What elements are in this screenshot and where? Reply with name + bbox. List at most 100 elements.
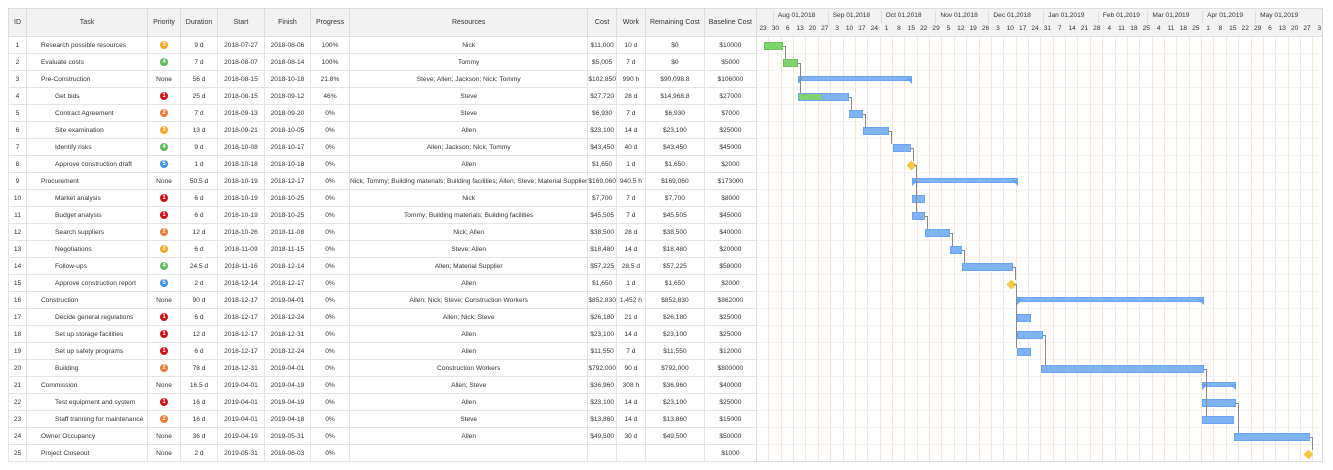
cell-start: 2018-10-26: [217, 223, 265, 241]
cell-duration: 13 d: [180, 121, 218, 139]
cell-cost: $23,100: [587, 325, 617, 343]
task-bar[interactable]: [924, 228, 950, 237]
column-header[interactable]: Remaining Cost: [644, 8, 705, 37]
task-bar[interactable]: [912, 194, 925, 203]
week-gridline: [1238, 37, 1240, 461]
table-row[interactable]: 21 Commission None 16.5 d 2019-04-01 2019-04-…: [8, 376, 757, 394]
task-bar[interactable]: [862, 126, 890, 135]
week-gridline: [1250, 37, 1252, 461]
cell-remaining: $169,060: [644, 172, 705, 190]
column-header[interactable]: ID: [8, 8, 27, 37]
grid-header: ID Task Priority Duration Start Finish Progres…: [8, 8, 757, 37]
summary-bar[interactable]: [797, 75, 913, 84]
cell-duration: 1 d: [180, 155, 218, 173]
priority-icon: 1: [160, 313, 168, 321]
priority-icon: 5: [160, 160, 168, 168]
task-bar[interactable]: [1202, 415, 1234, 424]
table-row[interactable]: 12 Search suppliers 2 12 d 2018-10-26 2018-11…: [8, 223, 757, 241]
task-bar[interactable]: [1016, 347, 1031, 356]
table-row[interactable]: 13 Negotiations 3 6 d 2018-11-09 2018-11-15 0%…: [8, 240, 757, 258]
table-row[interactable]: 20 Building 2 78 d 2018-12-31 2019-04-01 0% Con…: [8, 359, 757, 377]
table-row[interactable]: 22 Test equipment and system 1 16 d 2019-04-…: [8, 393, 757, 411]
task-bar[interactable]: [1016, 313, 1031, 322]
cell-name: Owner Occupancy: [26, 427, 148, 445]
table-row[interactable]: 9 Procurement None 50.5 d 2018-10-19 2018-12-…: [8, 172, 757, 190]
summary-bar[interactable]: [912, 177, 1019, 186]
table-row[interactable]: 11 Budget analysis 1 6 d 2018-10-19 2018-10-2…: [8, 206, 757, 224]
table-row[interactable]: 15 Approve construction report 5 2 d 2018-12…: [8, 274, 757, 292]
table-row[interactable]: 6 Site examination 3 13 d 2018-09-21 2018-10-…: [8, 121, 757, 139]
week-label: 7: [1057, 25, 1062, 32]
table-row[interactable]: 4 Get bids 1 25 d 2018-08-15 2018-09-12 46% Ste…: [8, 87, 757, 105]
cell-progress: 0%: [310, 444, 350, 462]
week-label: 23: [759, 25, 767, 32]
task-bar[interactable]: [912, 211, 925, 220]
task-bar[interactable]: [797, 92, 849, 101]
table-row[interactable]: 5 Contract Agreement 2 7 d 2018-09-13 2018-09…: [8, 104, 757, 122]
table-row[interactable]: 18 Set up storage facilities 1 12 d 2018-12-…: [8, 325, 757, 343]
table-row[interactable]: 19 Set up safety programs 1 6 d 2018-12-17 20…: [8, 342, 757, 360]
cell-remaining: $43,450: [644, 138, 705, 156]
table-row[interactable]: 24 Owner Occupancy None 36 d 2019-04-19 2019-…: [8, 427, 757, 445]
table-row[interactable]: 10 Market analysis 1 6 d 2018-10-19 2018-10-2…: [8, 189, 757, 207]
priority-icon: 2: [160, 109, 168, 117]
task-bar[interactable]: [1233, 432, 1310, 441]
column-header[interactable]: Baseline Cost: [703, 8, 757, 37]
cell-duration: 90 d: [180, 291, 218, 309]
cell-remaining: $14,968.8: [644, 87, 705, 105]
column-header[interactable]: Progress: [310, 8, 350, 37]
table-row[interactable]: 14 Follow-ups 4 24.5 d 2018-11-16 2018-12-14 0…: [8, 257, 757, 275]
table-row[interactable]: 3 Pre-Construction None 56 d 2018-08-15 2018-…: [8, 70, 757, 88]
table-row[interactable]: 23 Staff tranning for maintenance 2 16 d 201…: [8, 410, 757, 428]
cell-work: 28 d: [615, 223, 646, 241]
cell-start: 2018-09-21: [217, 121, 265, 139]
summary-bar[interactable]: [1016, 296, 1205, 305]
task-bar[interactable]: [848, 109, 863, 118]
week-label: 6: [1268, 25, 1272, 32]
week-label: 14: [1068, 25, 1076, 32]
cell-id: 11: [8, 206, 27, 224]
column-header[interactable]: Cost: [587, 8, 617, 37]
week-label: 25: [1192, 25, 1200, 32]
column-header[interactable]: Start: [217, 8, 265, 37]
task-bar[interactable]: [1202, 398, 1236, 407]
summary-bar[interactable]: [1202, 381, 1236, 390]
table-row[interactable]: 17 Decide general regulations 1 6 d 2018-12-…: [8, 308, 757, 326]
priority-icon: 1: [160, 92, 168, 100]
cell-progress: 0%: [310, 325, 350, 343]
table-row[interactable]: 16 Construction None 90 d 2018-12-17 2019-04-…: [8, 291, 757, 309]
week-label: 11: [1167, 25, 1175, 32]
cell-start: 2018-08-15: [217, 87, 265, 105]
task-bar[interactable]: [949, 245, 962, 254]
task-bar[interactable]: [961, 262, 1014, 271]
task-bar[interactable]: [783, 58, 798, 67]
cell-finish: 2018-11-15: [264, 240, 311, 258]
column-header[interactable]: Task: [26, 8, 148, 37]
cell-resources: Allen; Nick; Steve: [348, 308, 589, 326]
cell-work: 10 d: [615, 36, 646, 54]
task-bar[interactable]: [1016, 330, 1044, 339]
priority-icon: 1: [160, 347, 168, 355]
dependency-arrow: [862, 113, 866, 127]
table-row[interactable]: 1 Research possible resources 3 9 d 2018-07-…: [8, 36, 757, 54]
table-row[interactable]: 25 Project Closeout None 2 d 2019-05-31 2019-…: [8, 444, 757, 462]
task-bar[interactable]: [1041, 364, 1204, 373]
week-gridline: [929, 37, 931, 461]
column-header[interactable]: Resources: [348, 8, 589, 37]
week-gridline: [1188, 37, 1190, 461]
table-row[interactable]: 7 Identify risks 4 9 d 2018-10-08 2018-10-17 0…: [8, 138, 757, 156]
cell-id: 14: [8, 257, 27, 275]
task-bar[interactable]: [764, 41, 784, 50]
month-label: Sep 01,2018: [827, 11, 870, 23]
column-header[interactable]: Duration: [180, 8, 218, 37]
cell-priority: None: [147, 172, 181, 190]
task-bar[interactable]: [893, 143, 911, 152]
cell-resources: Nick; Allen: [348, 223, 589, 241]
cell-cost: $1,650: [587, 274, 617, 292]
table-row[interactable]: 2 Evaluate costs 4 7 d 2018-08-07 2018-08-14 1…: [8, 53, 757, 71]
cell-progress: 0%: [310, 189, 350, 207]
table-row[interactable]: 8 Approve construction draft 5 1 d 2018-10-1…: [8, 155, 757, 173]
column-header[interactable]: Work: [615, 8, 646, 37]
column-header[interactable]: Finish: [264, 8, 311, 37]
column-header[interactable]: Priority: [147, 8, 181, 37]
